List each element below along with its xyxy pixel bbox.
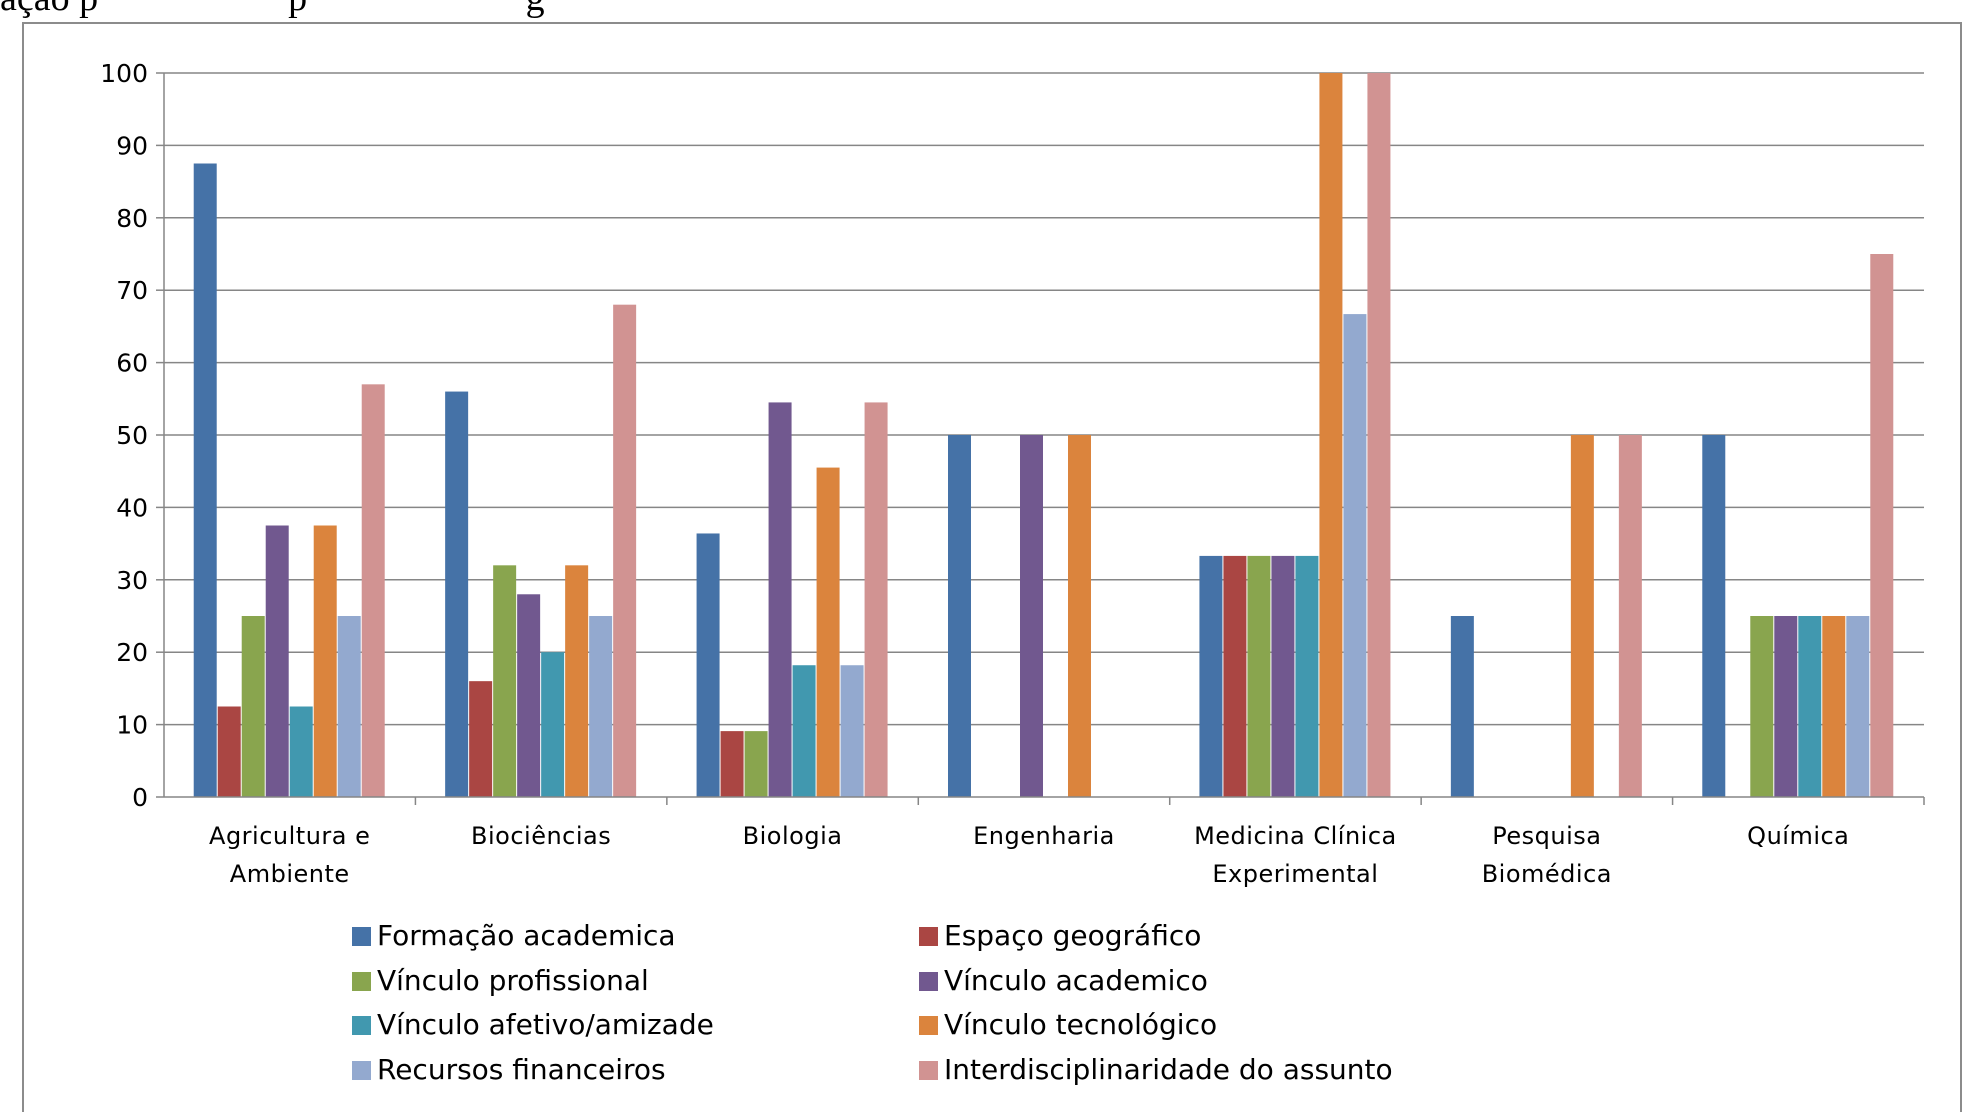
x-category-label: Biomédica xyxy=(1482,860,1612,888)
bar-recursos-financeiros-cat2 xyxy=(840,665,864,797)
bar-interdisciplinaridade-do-assunto-cat1 xyxy=(613,304,637,797)
y-tick-label: 90 xyxy=(116,131,148,160)
bar-interdisciplinaridade-do-assunto-cat0 xyxy=(361,384,385,797)
y-tick-label: 50 xyxy=(116,421,148,450)
grouped-bar-chart: 0 10 20 30 40 50 60 70 80 90 100 Agricultura e Ambi… xyxy=(100,59,1925,1086)
bar-v-nculo-afetivo-amizade-cat6 xyxy=(1798,616,1822,797)
legend-label: Vínculo tecnológico xyxy=(944,1008,1217,1041)
bar-espa-o-geogr-fico-cat4 xyxy=(1223,555,1247,797)
y-tick-label: 100 xyxy=(100,59,148,88)
x-category-label: Experimental xyxy=(1212,860,1378,888)
bar-interdisciplinaridade-do-assunto-cat4 xyxy=(1367,73,1391,797)
bar-forma-o-academica-cat0 xyxy=(193,163,217,797)
x-axis-category-labels: Agricultura e Ambiente Biociências Biologia… xyxy=(209,822,1849,888)
bar-v-nculo-tecnol-gico-cat4 xyxy=(1319,73,1343,797)
legend-swatch xyxy=(352,1061,371,1080)
axes xyxy=(156,72,1925,805)
x-category-label: Medicina Clínica xyxy=(1194,822,1397,850)
y-tick-label: 40 xyxy=(116,493,148,522)
bar-espa-o-geogr-fico-cat0 xyxy=(217,706,241,797)
bar-recursos-financeiros-cat4 xyxy=(1343,314,1367,797)
legend-swatch xyxy=(919,1016,938,1035)
bars xyxy=(193,73,1894,797)
bar-interdisciplinaridade-do-assunto-cat2 xyxy=(864,402,888,797)
bar-forma-o-academica-cat1 xyxy=(445,391,469,797)
bar-v-nculo-academico-cat0 xyxy=(265,525,289,797)
bar-forma-o-academica-cat5 xyxy=(1450,616,1474,797)
bar-v-nculo-tecnol-gico-cat3 xyxy=(1068,435,1091,797)
x-category-label: Química xyxy=(1747,822,1849,850)
bar-v-nculo-profissional-cat2 xyxy=(744,731,768,797)
legend-swatch xyxy=(919,1061,938,1080)
bar-forma-o-academica-cat2 xyxy=(696,533,720,797)
bar-v-nculo-tecnol-gico-cat1 xyxy=(565,565,589,797)
y-tick-label: 80 xyxy=(116,204,148,233)
y-axis-tick-labels: 0 10 20 30 40 50 60 70 80 90 100 xyxy=(100,59,148,812)
legend-swatch xyxy=(352,927,371,946)
bar-v-nculo-tecnol-gico-cat0 xyxy=(313,525,337,797)
y-tick-label: 30 xyxy=(116,566,148,595)
bar-espa-o-geogr-fico-cat1 xyxy=(469,681,493,797)
bar-v-nculo-tecnol-gico-cat6 xyxy=(1822,616,1846,797)
y-tick-label: 70 xyxy=(116,276,148,305)
bar-espa-o-geogr-fico-cat2 xyxy=(720,731,744,797)
legend-swatch xyxy=(352,972,371,991)
y-tick-label: 10 xyxy=(116,711,148,740)
x-category-label: Biociências xyxy=(471,822,611,850)
chart-frame: 0 10 20 30 40 50 60 70 80 90 100 Agricultura e Ambi… xyxy=(22,22,1962,1112)
bar-v-nculo-profissional-cat6 xyxy=(1750,616,1774,797)
legend-label: Vínculo profissional xyxy=(377,964,649,997)
x-category-label: Agricultura e xyxy=(209,822,370,850)
bar-v-nculo-tecnol-gico-cat2 xyxy=(816,467,840,797)
gridlines xyxy=(164,72,1924,726)
partial-caption-text: ação p p g xyxy=(0,0,1980,19)
bar-forma-o-academica-cat3 xyxy=(948,435,971,797)
bar-interdisciplinaridade-do-assunto-cat5 xyxy=(1618,435,1642,797)
x-category-label: Ambiente xyxy=(230,860,350,888)
legend: Formação academica Espaço geográfico Víncu… xyxy=(352,919,1393,1086)
y-tick-label: 60 xyxy=(116,349,148,378)
bar-v-nculo-profissional-cat4 xyxy=(1247,555,1271,797)
bar-recursos-financeiros-cat1 xyxy=(589,616,613,797)
bar-v-nculo-afetivo-amizade-cat4 xyxy=(1295,555,1319,797)
bar-forma-o-academica-cat6 xyxy=(1702,435,1726,797)
legend-label: Vínculo afetivo/amizade xyxy=(377,1008,714,1041)
y-tick-label: 20 xyxy=(116,638,148,667)
bar-v-nculo-academico-cat6 xyxy=(1774,616,1798,797)
y-tick-label: 0 xyxy=(132,783,148,812)
legend-swatch xyxy=(352,1016,371,1035)
legend-label: Recursos financeiros xyxy=(377,1053,666,1086)
legend-swatch xyxy=(919,927,938,946)
legend-label: Formação academica xyxy=(377,919,676,952)
legend-label: Interdisciplinaridade do assunto xyxy=(944,1053,1393,1086)
bar-v-nculo-tecnol-gico-cat5 xyxy=(1570,435,1594,797)
bar-forma-o-academica-cat4 xyxy=(1199,555,1223,797)
bar-interdisciplinaridade-do-assunto-cat6 xyxy=(1870,254,1894,797)
legend-label: Espaço geográfico xyxy=(944,919,1201,952)
bar-v-nculo-afetivo-amizade-cat2 xyxy=(792,665,816,797)
bar-v-nculo-profissional-cat1 xyxy=(493,565,517,797)
x-category-label: Pesquisa xyxy=(1492,822,1601,850)
bar-recursos-financeiros-cat6 xyxy=(1846,616,1870,797)
bar-v-nculo-profissional-cat0 xyxy=(241,616,265,797)
bar-v-nculo-academico-cat2 xyxy=(768,402,792,797)
bar-v-nculo-afetivo-amizade-cat1 xyxy=(541,652,565,797)
bar-v-nculo-academico-cat3 xyxy=(1020,435,1043,797)
bar-v-nculo-academico-cat4 xyxy=(1271,555,1295,797)
bar-v-nculo-afetivo-amizade-cat0 xyxy=(289,706,313,797)
bar-v-nculo-academico-cat1 xyxy=(517,594,541,797)
legend-swatch xyxy=(919,972,938,991)
bar-recursos-financeiros-cat0 xyxy=(337,616,361,797)
x-category-label: Engenharia xyxy=(973,822,1115,850)
legend-label: Vínculo academico xyxy=(944,964,1208,997)
x-category-label: Biologia xyxy=(743,822,843,850)
